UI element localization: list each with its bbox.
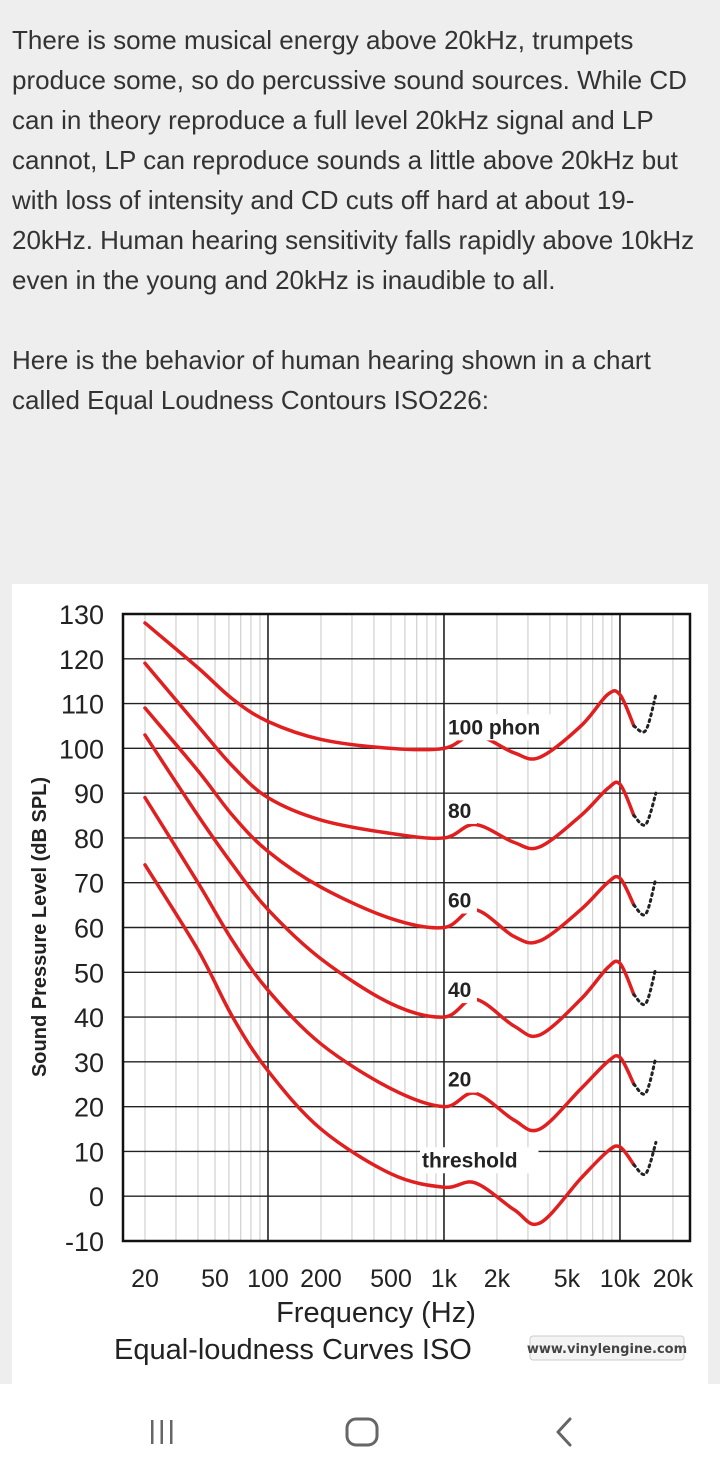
chart-title: Equal-loudness Curves ISO [114,1334,472,1366]
x-tick-label: 1k [431,1265,458,1293]
watermark-text: www.vinylengine.com [527,1342,687,1357]
recents-icon[interactable] [122,1404,202,1460]
back-icon[interactable] [525,1404,605,1460]
curve-label: 40 [448,979,471,1002]
x-tick-label: 10k [600,1265,641,1293]
curve-label-bg [445,714,552,741]
y-tick-label: 100 [59,734,104,764]
equal-loudness-chart-image[interactable]: 130 120 110 100 90 80 70 60 50 40 30 20 10 0 -10 20 50 10… [12,584,708,1384]
x-tick-label: 500 [370,1265,412,1293]
paragraph-2: Here is the behavior of human hearing sh… [12,345,651,415]
curve-label: threshold [422,1149,518,1172]
curve-label-bg [445,977,477,1004]
article-text: There is some musical energy above 20kHz… [12,20,712,460]
y-tick-label: 20 [74,1093,104,1123]
x-tick-label: 20 [131,1265,159,1293]
loudness-curve-20 [143,795,636,1133]
grid [123,613,690,1242]
y-tick-label: 40 [74,1003,104,1033]
x-tick-label: 50 [201,1265,229,1293]
loudness-curve-100-phon [143,621,636,761]
home-icon[interactable] [322,1404,402,1460]
curve-label-bg [419,1147,539,1174]
curve-label: 100 phon [448,716,540,739]
curve-label-bg [445,887,477,914]
dotted-extension [632,1055,658,1096]
curve-label-bg [445,1066,477,1093]
x-tick-label: 20k [653,1265,694,1293]
y-tick-label: 10 [74,1137,104,1167]
plot-frame [121,612,692,1243]
series [143,621,658,1227]
y-tick-label: 110 [61,690,104,720]
curve-label: 80 [448,800,471,823]
x-tick-label: 100 [247,1265,289,1293]
dotted-extension [632,791,658,827]
curve-label: 20 [448,1069,471,1092]
dotted-extension [632,1140,658,1177]
loudness-curve-threshold [143,863,636,1227]
y-tick-label: 50 [74,958,104,988]
y-tick-label: 30 [74,1048,104,1078]
y-tick-label: 80 [74,824,104,854]
navigation-bar [0,1384,720,1480]
y-tick-label: 90 [74,779,104,809]
dotted-extension [632,693,658,734]
loudness-curve-60 [143,706,636,945]
y-tick-label: 60 [74,914,104,944]
y-tick-label: 130 [59,600,104,630]
y-tick-label: 120 [59,645,104,675]
paragraph-1: There is some musical energy above 20kHz… [12,25,695,295]
y-axis-label: Sound Pressure Level (dB SPL) [29,777,51,1077]
dotted-extension [632,966,658,1007]
curve-label-bg [445,797,477,824]
loudness-curve-80 [143,661,636,851]
y-tick-label: 0 [89,1182,104,1212]
x-axis-label: Frequency (Hz) [276,1297,476,1329]
x-tick-label: 200 [300,1265,342,1293]
y-tick-label: 70 [74,869,104,899]
loudness-curve-40 [143,733,636,1039]
dotted-extension [632,876,658,917]
x-tick-label: 2k [484,1265,511,1293]
x-tick-label: 5k [554,1265,581,1293]
curve-label: 60 [448,890,471,913]
y-tick-label: -10 [65,1227,104,1257]
watermark: www.vinylengine.com [527,1335,687,1361]
